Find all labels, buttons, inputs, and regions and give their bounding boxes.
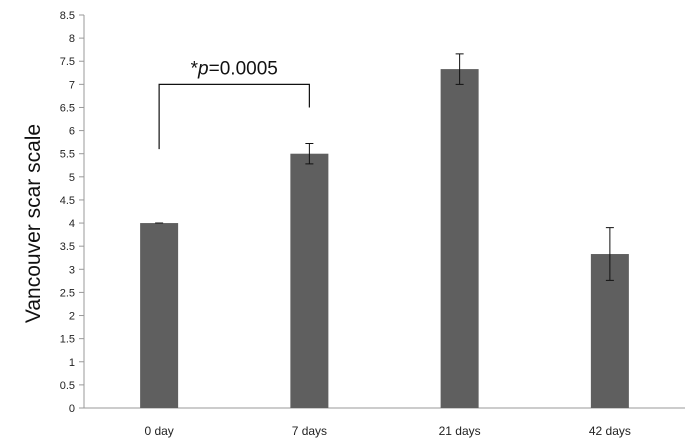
bar <box>140 223 179 408</box>
x-tick-labels: 0 day 7 days 21 days 42 days <box>144 424 630 438</box>
y-tick-label: 3 <box>69 264 75 276</box>
y-tick-label: 6 <box>69 126 75 138</box>
y-tick-label: 7.5 <box>60 56 75 68</box>
y-tick-label: 4.5 <box>60 195 75 207</box>
significance-annotation: *p=0.0005 <box>158 58 310 150</box>
y-tick-label: 5 <box>69 172 75 184</box>
y-tick-label: 1.5 <box>60 334 75 346</box>
y-tick-label: 5.5 <box>60 149 75 161</box>
y-tick-label: 4 <box>69 218 75 230</box>
y-ticks: 0 0.5 1 1.5 2 2.5 3 3.5 4 4.5 5 5.5 6 6.5 7 7.5 8 8.5 <box>60 10 84 415</box>
x-tick-label: 0 day <box>144 424 173 438</box>
error-bar <box>605 227 614 281</box>
y-tick-label: 0.5 <box>60 380 75 392</box>
error-bar <box>305 143 314 165</box>
y-tick-label: 1 <box>69 357 75 369</box>
bar <box>440 69 479 409</box>
x-tick-label: 7 days <box>292 424 327 438</box>
p-value-symbol: p <box>197 58 209 79</box>
significance-bracket <box>158 83 310 150</box>
y-tick-label: 6.5 <box>60 102 75 114</box>
error-bar <box>455 53 464 85</box>
y-tick-label: 8 <box>69 33 75 45</box>
p-value-star: * <box>191 58 199 79</box>
p-value-number: =0.0005 <box>209 58 278 79</box>
bars <box>140 53 629 409</box>
y-tick-label: 2.5 <box>60 287 75 299</box>
bar <box>290 153 329 408</box>
y-tick-label: 8.5 <box>60 10 75 22</box>
x-tick-label: 42 days <box>589 424 631 438</box>
y-tick-label: 2 <box>69 311 75 323</box>
p-value-label: *p=0.0005 <box>191 58 278 79</box>
y-axis-label: Vancouver scar scale <box>22 124 45 323</box>
y-tick-label: 3.5 <box>60 241 75 253</box>
x-tick-label: 21 days <box>439 424 481 438</box>
y-tick-label: 0 <box>69 403 75 415</box>
axes <box>83 15 685 409</box>
y-tick-label: 7 <box>69 79 75 91</box>
